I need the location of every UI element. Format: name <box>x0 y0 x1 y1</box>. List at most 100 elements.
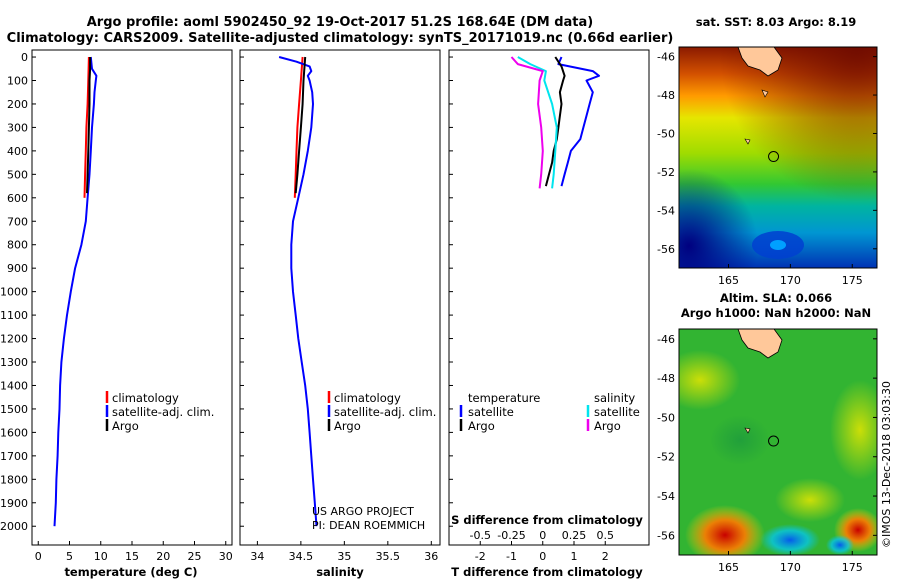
temperature-x-tick-label: 0 <box>35 550 42 563</box>
salinity-difference-tick-label: -0.5 <box>470 529 491 542</box>
salinity-x-tick-label: 35.5 <box>376 550 401 563</box>
salinity-lines <box>278 56 318 527</box>
series-satellite-adj-clim- <box>278 56 318 527</box>
temperature-x-tick-label: 15 <box>125 550 139 563</box>
land-south-island <box>737 47 783 77</box>
temperature-difference-xlabel: T difference from climatology <box>451 565 643 579</box>
temperature-panel: 0100200300400500600700800900100011001200… <box>0 49 233 579</box>
temperature-lines <box>53 56 98 527</box>
legend-label-climatology: climatology <box>112 391 179 405</box>
series-argo <box>86 57 92 194</box>
salinity-x-tick-label: 36 <box>424 550 438 563</box>
land-auckland-islands <box>744 427 751 434</box>
map-lat-label: -50 <box>657 411 675 424</box>
map-lat-label: -52 <box>657 451 675 464</box>
map-lat-label: -54 <box>657 204 675 217</box>
map-lat-label: -46 <box>657 51 675 64</box>
depth-tick-label: 1500 <box>0 403 28 416</box>
salinity-plot-frame <box>239 49 441 546</box>
difference-panel: -2 -1 0 1 2 -0.5 -0.25 0 0.25 0.5 S difference fr… <box>448 49 650 579</box>
series-climatology <box>293 56 304 198</box>
sst-map-frame <box>678 46 878 269</box>
difference-x-tick-label: -2 <box>475 550 486 563</box>
map-lon-label: 175 <box>842 274 863 287</box>
depth-tick-label: 100 <box>7 74 28 87</box>
argo-location-marker <box>768 435 780 447</box>
map-lat-label: -56 <box>657 529 675 542</box>
sla-blob <box>679 350 740 410</box>
salinity-difference-tick-label: 0.5 <box>597 529 615 542</box>
salinity-xlabel: salinity <box>316 565 364 579</box>
sla-negative-anomaly <box>760 524 820 555</box>
temperature-x-tick-label: 5 <box>66 550 73 563</box>
sla-blob <box>710 415 770 465</box>
credit-pi: PI: DEAN ROEMMICH <box>312 519 425 532</box>
depth-tick-label: 1700 <box>0 450 28 463</box>
legend-label-satellite: satellite-adj. clim. <box>334 405 436 419</box>
depth-tick-label: 2000 <box>0 520 28 533</box>
sla-positive-anomaly <box>685 505 765 555</box>
series-s-satellite <box>517 56 558 189</box>
legend-label-argo: Argo <box>112 419 139 433</box>
map-lat-label: -48 <box>657 89 675 102</box>
figure-title-line1: Argo profile: aoml 5902450_92 19-Oct-201… <box>87 15 593 30</box>
difference-x-ticks: -2 -1 0 1 2 -0.5 -0.25 0 0.25 0.5 <box>449 56 615 563</box>
temperature-x-tick-label: 10 <box>94 550 108 563</box>
depth-tick-label: 800 <box>7 239 28 252</box>
land-auckland-islands <box>744 138 751 145</box>
argo-location-marker <box>768 151 780 163</box>
difference-x-tick-label: 1 <box>571 550 578 563</box>
difference-legend: temperature satellite Argo salinity sate… <box>459 391 640 433</box>
sst-map-ticks: 165 170 175 -46 -48 -50 -52 -54 -56 <box>657 51 877 287</box>
legend-label-argo: Argo <box>334 419 361 433</box>
difference-lines <box>510 56 600 189</box>
legend-title-temperature: temperature <box>468 391 540 405</box>
sla-blob <box>775 478 845 522</box>
map-lat-label: -50 <box>657 127 675 140</box>
salinity-x-tick-label: 35 <box>337 550 351 563</box>
map-lon-label: 175 <box>842 561 863 574</box>
depth-tick-label: 1300 <box>0 356 28 369</box>
land-snares <box>761 89 769 98</box>
map-lat-label: -54 <box>657 490 675 503</box>
depth-tick-label: 1600 <box>0 426 28 439</box>
salinity-difference-xlabel: S difference from climatology <box>451 513 643 527</box>
temperature-xlabel: temperature (deg C) <box>64 565 197 579</box>
temperature-plot-frame <box>31 49 233 546</box>
depth-tick-label: 1800 <box>0 473 28 486</box>
depth-tick-label: 1400 <box>0 379 28 392</box>
depth-tick-label: 600 <box>7 192 28 205</box>
salinity-difference-tick-label: -0.25 <box>497 529 525 542</box>
depth-tick-label: 0 <box>21 51 28 64</box>
temperature-x-tick-label: 30 <box>219 550 233 563</box>
series-s-argo <box>510 56 544 189</box>
sla-map-subtitle: Argo h1000: NaN h2000: NaN <box>681 306 871 320</box>
map-lon-label: 165 <box>718 561 739 574</box>
map-lat-label: -56 <box>657 243 675 256</box>
legend-label-t-argo: Argo <box>468 419 495 433</box>
series-t-argo <box>544 56 566 187</box>
temperature-x-tick-label: 20 <box>156 550 170 563</box>
depth-tick-label: 1900 <box>0 497 28 510</box>
series-climatology <box>83 56 90 198</box>
figure-title-line2: Climatology: CARS2009. Satellite-adjuste… <box>7 31 674 46</box>
depth-tick-label: 400 <box>7 145 28 158</box>
credit-project: US ARGO PROJECT <box>312 505 414 518</box>
map-lon-label: 170 <box>780 274 801 287</box>
imos-watermark: ©IMOS 13-Dec-2018 03:03:30 <box>880 381 893 548</box>
sla-blob <box>830 380 877 480</box>
salinity-difference-tick-label: 0 <box>539 529 546 542</box>
depth-axis-labels: 0 100 200 300 400 500 600 700 800 900 1000 1100 1200… <box>0 51 28 533</box>
difference-x-tick-label: 2 <box>602 550 609 563</box>
series-argo <box>294 56 307 194</box>
sla-map: Altim. SLA: 0.066 Argo h1000: NaN h2000:… <box>657 291 878 574</box>
salinity-x-tick-label: 34 <box>250 550 264 563</box>
legend-label-t-satellite: satellite <box>468 405 514 419</box>
depth-tick-label: 1100 <box>0 309 28 322</box>
salinity-x-ticks: 34 34.5 35 35.5 36 <box>240 56 438 563</box>
map-lat-label: -52 <box>657 166 675 179</box>
map-lat-label: -48 <box>657 372 675 385</box>
difference-x-tick-label: 0 <box>539 550 546 563</box>
salinity-x-tick-label: 34.5 <box>289 550 314 563</box>
land-south-island <box>737 329 783 359</box>
